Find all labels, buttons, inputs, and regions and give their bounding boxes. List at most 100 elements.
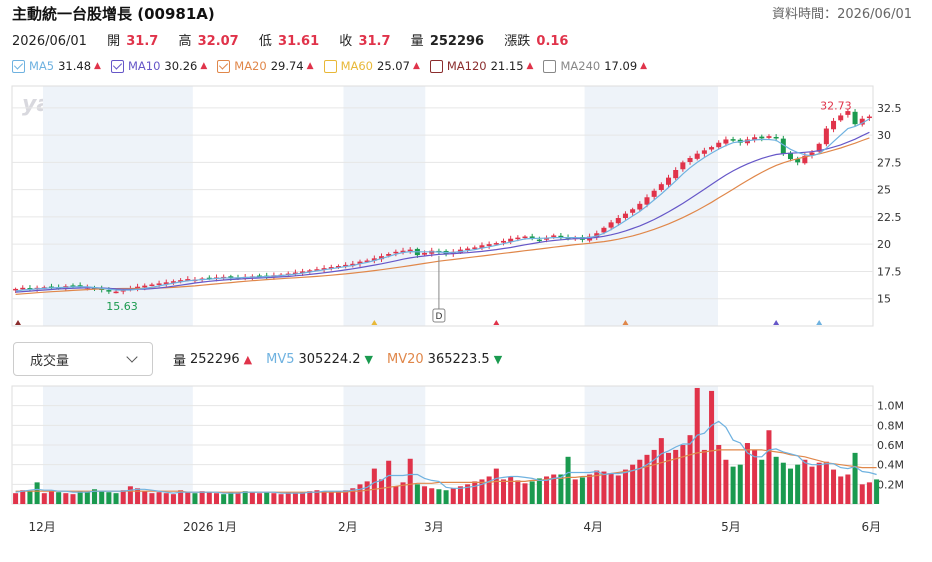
volume-chart[interactable]: 0.2M 0.4M 0.6M 0.8M 1.0M xyxy=(0,380,932,510)
volume-bar xyxy=(27,491,33,504)
checkbox-icon[interactable] xyxy=(12,59,25,73)
checkbox-icon[interactable] xyxy=(323,59,337,73)
shaded-band xyxy=(584,86,719,326)
candle-body xyxy=(20,287,26,290)
volume-bar xyxy=(687,435,693,504)
volume-bar xyxy=(651,449,657,504)
volume-bar xyxy=(823,461,829,504)
ma-legend-item-ma10[interactable]: MA10 30.26 ▲ xyxy=(110,59,208,73)
volume-bar xyxy=(845,474,851,504)
volume-bar xyxy=(558,474,564,504)
data-time: 資料時間：2026/06/01 xyxy=(772,3,912,22)
volume-bar xyxy=(838,476,844,504)
ma-legend-item-ma20[interactable]: MA20 29.74 ▲ xyxy=(217,59,314,73)
volume-tick-label: 1.0M xyxy=(877,400,904,413)
candle-body xyxy=(558,235,564,238)
candle-body xyxy=(831,120,837,130)
page-title: 主動統一台股增長 (00981A) xyxy=(12,5,215,23)
volume-bar xyxy=(350,488,356,504)
candle-body xyxy=(142,285,148,288)
candle-body xyxy=(321,268,327,270)
candle-body xyxy=(752,137,758,141)
volume-bar xyxy=(694,387,700,504)
candle-body xyxy=(651,190,657,197)
volume-bar xyxy=(766,430,772,504)
high-label: 高 xyxy=(178,34,192,49)
candle-body xyxy=(343,264,349,267)
volume-bar xyxy=(572,479,578,504)
plot-frame xyxy=(11,85,874,327)
candle-body xyxy=(113,291,119,294)
volume-bar xyxy=(70,494,76,504)
candle-body xyxy=(709,147,715,150)
volume-bar xyxy=(77,491,83,504)
ma-value: 30.26 xyxy=(164,59,198,73)
candle-body xyxy=(493,243,499,245)
ma-value: 29.74 xyxy=(270,59,304,73)
candle-body xyxy=(156,283,162,285)
ma-legend-item-ma120[interactable]: MA120 21.15 ▲ xyxy=(429,59,533,73)
volume-bar xyxy=(658,438,664,504)
ma-legend: MA5 31.48 ▲ MA10 30.26 ▲ MA20 29.74 ▲ MA60 25.07 ▲ M… xyxy=(12,57,657,75)
volume-bar xyxy=(364,481,370,504)
candle-body xyxy=(178,280,184,282)
candle-body xyxy=(106,290,112,292)
ma-legend-item-ma5[interactable]: MA5 31.48 ▲ xyxy=(12,59,101,73)
up-triangle-icon: ▲ xyxy=(306,61,314,71)
checkbox-icon[interactable] xyxy=(543,59,557,73)
candle-body xyxy=(730,139,736,141)
candle-body xyxy=(472,247,478,249)
candle-body xyxy=(666,177,672,185)
candle-body xyxy=(13,288,19,291)
candle-body xyxy=(615,218,621,224)
ma-legend-item-ma60[interactable]: MA60 25.07 ▲ xyxy=(323,59,420,73)
volume-value: 252296 xyxy=(429,34,485,49)
volume-tick-label: 0.8M xyxy=(877,419,904,432)
volume-bar xyxy=(414,484,420,504)
volume-bar xyxy=(120,490,126,504)
volume-bar xyxy=(544,476,550,504)
change-label: 漲跌 xyxy=(504,34,531,49)
volume-bar xyxy=(744,443,750,504)
candle-body xyxy=(637,203,643,210)
indicator-dropdown[interactable]: 成交量 xyxy=(13,342,153,376)
checkbox-icon[interactable] xyxy=(110,59,124,73)
event-triangle-icon xyxy=(493,320,500,325)
checkbox-icon[interactable] xyxy=(429,59,443,73)
candle-body xyxy=(594,233,600,237)
volume-bar xyxy=(608,473,614,504)
volume-bar xyxy=(615,475,621,504)
volume-legend: 量 252296 ▲ MV5 305224.2 ▼ MV20 365223.5 … xyxy=(173,350,516,369)
price-chart[interactable]: 15 17.5 20 22.5 25 27.5 30 32.5 32.73 15.63 D xyxy=(0,80,932,328)
checkbox-icon[interactable] xyxy=(217,59,231,73)
event-triangle-icon xyxy=(816,320,823,325)
candle-body xyxy=(508,238,514,242)
candle-body xyxy=(450,251,456,255)
volume-bar xyxy=(723,459,729,504)
candle-body xyxy=(601,227,607,233)
volume-bar xyxy=(486,476,492,504)
up-triangle-icon: ▲ xyxy=(200,61,208,71)
candle-body xyxy=(386,254,392,256)
volume-bar xyxy=(429,488,435,504)
volume-bar xyxy=(328,492,334,504)
vol-legend-item: 量 252296 ▲ xyxy=(173,350,252,369)
volume-bar xyxy=(716,445,722,504)
candle-body xyxy=(228,276,234,278)
volume-bar xyxy=(56,492,62,504)
candle-body xyxy=(759,136,765,139)
volume-bar xyxy=(300,492,306,504)
volume-bar xyxy=(637,459,643,504)
candle-body xyxy=(135,286,141,289)
candle-body xyxy=(816,143,822,152)
volume-bar xyxy=(852,452,858,504)
candle-body xyxy=(809,152,815,156)
volume-tick-label: 0.4M xyxy=(877,459,904,472)
ma-legend-item-ma240[interactable]: MA240 17.09 ▲ xyxy=(543,59,647,73)
volume-bar xyxy=(221,494,227,504)
vol-value: 252296 xyxy=(190,352,240,367)
x-tick-label: 6月 xyxy=(861,520,882,534)
ma-name: MA60 xyxy=(340,59,373,73)
volume-bar xyxy=(859,484,865,504)
volume-bar xyxy=(601,471,607,504)
